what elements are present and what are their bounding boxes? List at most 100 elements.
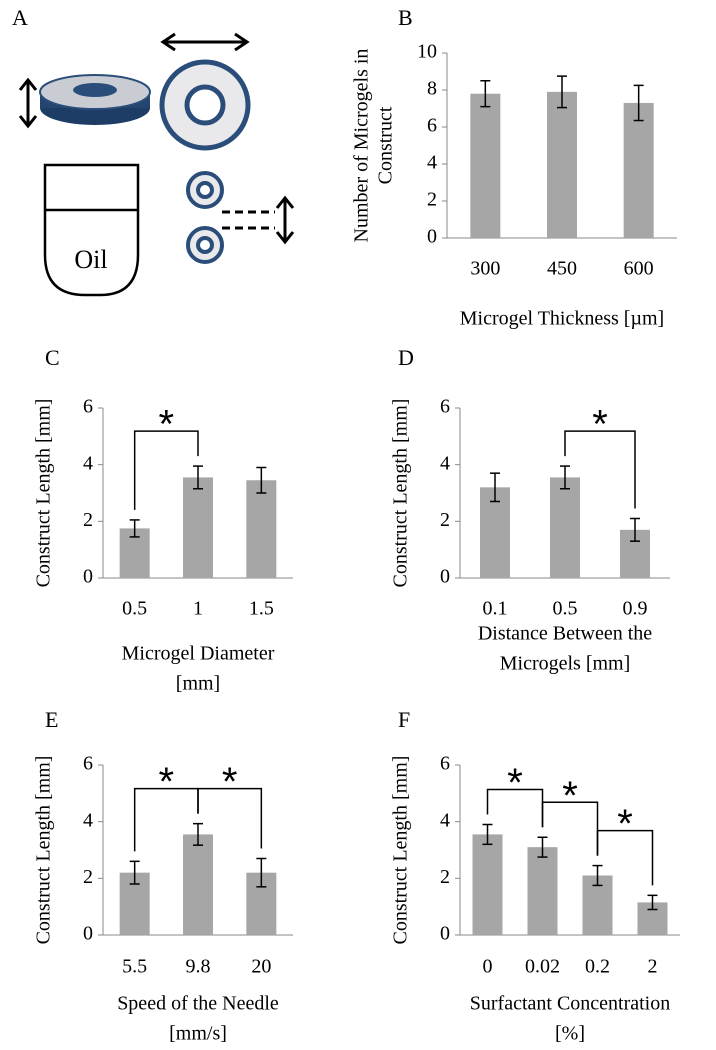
bar [470,93,501,238]
significance-star: * [562,774,578,818]
x-axis-label: [mm/s] [169,1023,227,1045]
error-bar [490,472,500,503]
bar [527,847,558,935]
y-tick-label: 0 [83,566,93,588]
x-axis-label: Microgel Thickness [µm] [460,308,664,330]
panel-label: B [398,5,413,30]
y-tick-label: 2 [440,866,450,888]
error-bar [647,894,658,911]
panel-label: F [398,707,410,732]
x-tick-label: 2 [648,956,658,978]
x-tick-label: 5.5 [122,956,147,978]
x-tick-label: 0.5 [122,598,147,620]
x-tick-label: 0 [483,956,493,978]
y-tick-label: 4 [440,809,450,831]
y-axis-label: Construct Length [mm] [33,756,55,945]
significance-star: * [507,761,523,805]
bar [550,477,580,578]
error-bar [480,80,491,108]
y-tick-label: 6 [440,396,450,418]
panel-label: D [398,345,414,370]
error-bar [482,823,493,846]
x-axis-label: Surfactant Concentration [470,993,671,1015]
bar [547,91,577,238]
error-bar [592,864,603,887]
error-bar [193,465,203,490]
error-bar [633,84,644,122]
significance-bracket [197,787,263,849]
bar [623,102,654,238]
y-tick-label: 4 [427,152,437,174]
x-tick-label: 0.9 [623,598,648,620]
significance-star: * [159,403,175,447]
x-axis-label: [mm] [176,673,220,695]
significance-bracket [564,430,636,509]
x-tick-label: 20 [251,956,271,978]
y-axis-label: Number of Microgels in [351,49,373,243]
x-tick-label: 600 [624,258,654,280]
y-tick-label: 2 [427,189,437,211]
y-axis-label: Construct Length [mm] [390,399,412,588]
y-tick-label: 6 [427,115,437,137]
panel-label: A [12,5,28,30]
x-axis-label: [%] [555,1023,585,1045]
bar [472,834,503,935]
y-tick-label: 2 [83,866,93,888]
significance-bracket [133,430,199,510]
schematic [18,32,295,297]
error-bar [256,466,267,494]
y-tick-label: 4 [83,809,93,831]
y-tick-label: 10 [417,41,437,63]
bar [183,834,213,935]
significance-star: * [617,802,633,846]
x-tick-label: 0.02 [525,956,560,978]
x-tick-label: 450 [547,258,577,280]
error-bar [193,822,203,846]
bar [480,487,510,578]
x-tick-label: 1.5 [249,598,274,620]
y-axis-label: Construct [375,106,397,184]
y-axis-label: Construct Length [mm] [390,756,412,945]
y-tick-label: 6 [83,396,93,418]
y-tick-label: 0 [427,226,437,248]
y-tick-label: 2 [440,509,450,531]
significance-star: * [159,760,175,804]
x-axis-label: Microgel Diameter [122,643,275,665]
y-tick-label: 2 [83,509,93,531]
significance-bracket [541,801,599,856]
x-tick-label: 9.8 [186,956,211,978]
x-tick-label: 300 [470,258,500,280]
y-tick-label: 8 [427,78,437,100]
significance-star: * [592,403,608,447]
y-tick-label: 4 [83,452,93,474]
x-axis-label: Distance Between the [478,623,652,645]
panel-label: C [45,345,60,370]
bar [183,477,213,578]
error-bar [256,857,267,888]
x-tick-label: 0.2 [585,956,610,978]
error-bar [537,836,548,858]
y-tick-label: 4 [440,452,450,474]
error-bar [557,75,567,109]
x-tick-label: 0.5 [553,598,578,620]
bar [246,480,277,578]
error-bar [129,860,140,885]
error-bar [630,517,640,542]
tube-label: Oil [74,245,107,274]
error-bar [129,519,140,538]
significance-star: * [222,760,238,804]
x-axis-label: Speed of the Needle [117,993,279,1015]
y-tick-label: 6 [440,753,450,775]
y-tick-label: 0 [440,923,450,945]
y-tick-label: 0 [440,566,450,588]
y-tick-label: 6 [83,753,93,775]
significance-bracket [596,829,654,886]
x-axis-label: Microgels [mm] [500,653,631,675]
x-tick-label: 1 [193,598,203,620]
panel-label: E [45,707,58,732]
y-axis-label: Construct Length [mm] [33,399,55,588]
y-tick-label: 0 [83,923,93,945]
error-bar [560,465,570,490]
x-tick-label: 0.1 [483,598,508,620]
